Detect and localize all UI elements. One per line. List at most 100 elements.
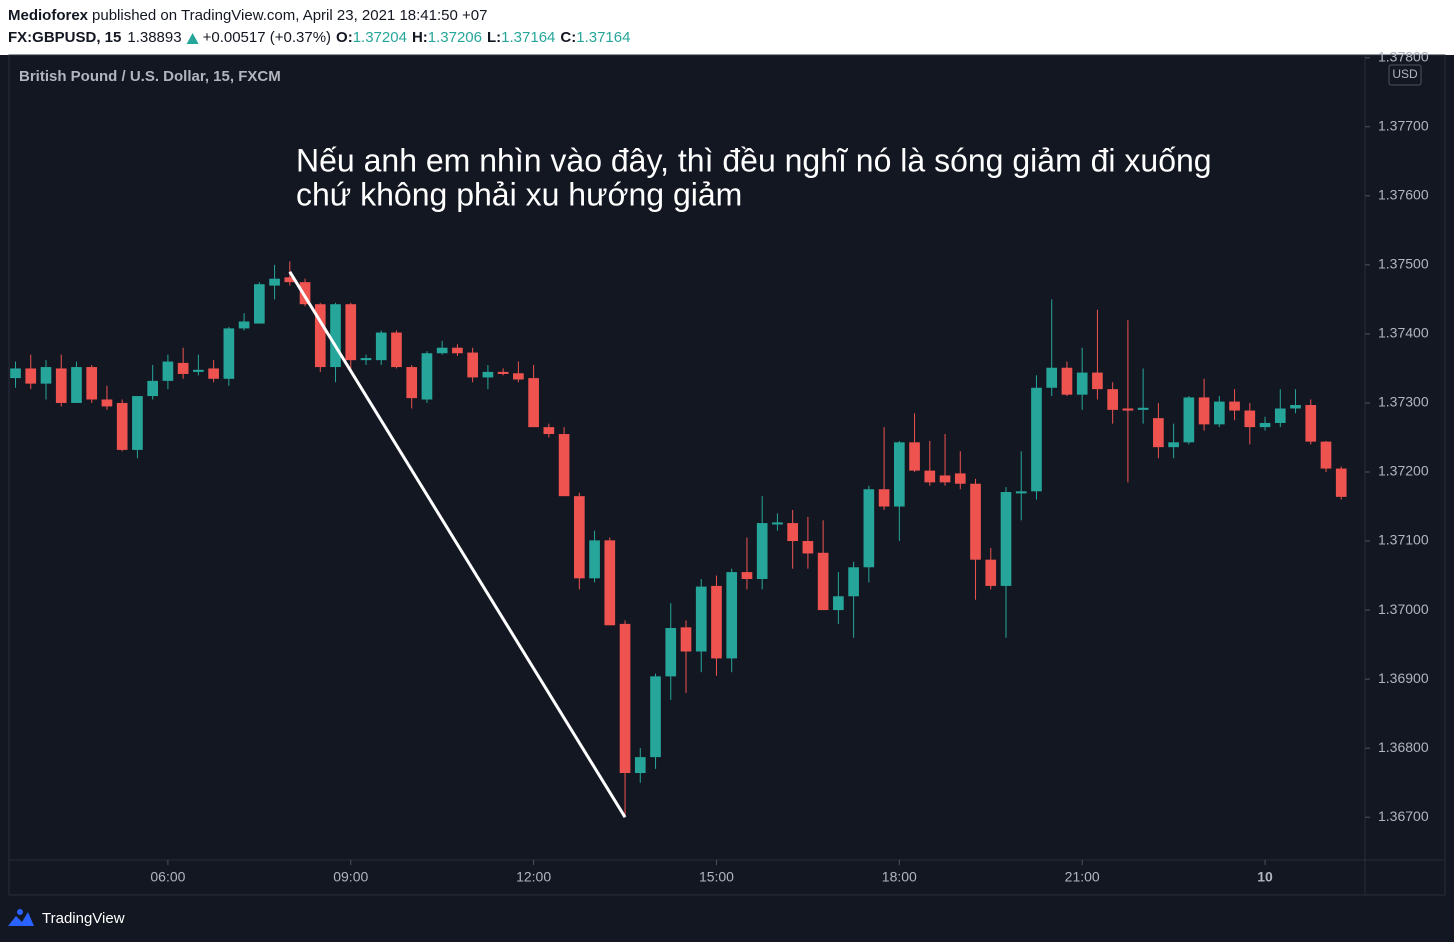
candle: [360, 354, 372, 365]
candle: [375, 330, 387, 365]
x-tick-label: 18:00: [882, 869, 917, 885]
candle-body: [954, 473, 966, 484]
candle-body: [985, 559, 997, 586]
brand: TradingView: [42, 910, 125, 927]
ohlc-value: 1.37164: [576, 29, 630, 46]
candle: [970, 478, 981, 600]
candle: [497, 368, 509, 376]
candle: [71, 361, 82, 403]
candle-body: [787, 523, 798, 542]
candle: [756, 496, 768, 590]
y-tick-label: 1.37300: [1378, 394, 1429, 410]
ohlc-label: C:: [560, 29, 576, 46]
y-tick-label: 1.36700: [1378, 808, 1429, 824]
logo-dot: [17, 909, 23, 915]
candle-body: [330, 304, 341, 368]
candle: [1213, 396, 1225, 428]
candle-body: [132, 396, 143, 450]
candle-body: [1305, 405, 1317, 442]
candle-body: [208, 368, 219, 379]
candle-body: [619, 623, 631, 774]
candle-body: [284, 277, 296, 283]
candle-body: [314, 304, 326, 368]
candle-body: [116, 402, 128, 450]
candle: [345, 302, 357, 372]
published: published on TradingView.com, April 23, …: [92, 7, 487, 24]
candle-body: [1137, 407, 1149, 410]
candle-body: [528, 378, 539, 428]
candle: [909, 413, 920, 472]
candle: [132, 396, 143, 459]
candle-body: [299, 282, 311, 305]
candle: [619, 620, 631, 818]
candle: [299, 278, 311, 307]
candle-body: [1259, 422, 1271, 428]
legend-title: British Pound / U.S. Dollar, 15, FXCM: [19, 68, 281, 85]
candle: [1335, 466, 1347, 500]
candle: [893, 440, 905, 542]
candle-body: [1168, 442, 1179, 448]
candle: [25, 354, 37, 390]
y-tick-label: 1.36900: [1378, 670, 1429, 686]
candle-body: [741, 572, 753, 580]
candle: [634, 748, 646, 783]
candle: [878, 427, 890, 510]
y-tick-label: 1.37800: [1378, 48, 1429, 64]
candle-body: [1274, 408, 1286, 423]
candle-body: [147, 380, 158, 397]
candle: [406, 364, 418, 409]
candle-body: [238, 321, 250, 329]
change-arrow: [186, 33, 199, 44]
candle: [116, 399, 128, 452]
x-tick-label: 21:00: [1065, 869, 1100, 885]
ohlc-label: L:: [487, 29, 501, 46]
y-tick-label: 1.37400: [1378, 325, 1429, 341]
candle: [863, 485, 875, 583]
symbol: FX:GBPUSD, 15: [8, 29, 121, 46]
candle-body: [360, 358, 372, 361]
candle-body: [863, 489, 875, 568]
candle-body: [1213, 401, 1225, 425]
candle: [391, 330, 402, 369]
candle: [1244, 402, 1256, 445]
candle-body: [1244, 410, 1256, 428]
candle-body: [924, 470, 936, 483]
ohlc-label: H:: [412, 29, 428, 46]
chart-bg: [0, 55, 1454, 942]
candle-body: [1153, 418, 1164, 448]
y-tick-label: 1.37000: [1378, 601, 1429, 617]
candle: [482, 364, 494, 390]
candle-body: [1183, 397, 1195, 443]
candle: [253, 282, 265, 324]
candle-body: [1046, 367, 1058, 388]
candle-body: [589, 540, 600, 579]
candle: [513, 361, 524, 383]
candle-body: [1335, 468, 1347, 497]
x-tick-label: 10: [1257, 869, 1273, 885]
candle-body: [162, 361, 174, 381]
candle-body: [223, 328, 235, 379]
candle-body: [436, 347, 448, 354]
candle-body: [269, 278, 280, 286]
x-tick-label: 15:00: [699, 869, 734, 885]
candle: [1031, 375, 1042, 500]
candle: [1153, 402, 1164, 459]
candle-body: [573, 496, 585, 579]
candle: [177, 347, 189, 379]
candle-body: [726, 572, 738, 659]
candle-body: [802, 541, 814, 554]
candle-body: [817, 552, 829, 611]
candle-body: [833, 596, 844, 611]
header-bg: [0, 0, 1454, 55]
candle: [558, 427, 570, 497]
candle: [680, 620, 692, 693]
candle: [1274, 389, 1286, 428]
candle: [848, 561, 859, 638]
candle: [1076, 347, 1088, 410]
candle: [695, 579, 707, 673]
candle: [1015, 451, 1027, 521]
candle-body: [1198, 397, 1210, 425]
candle: [924, 440, 936, 486]
y-tick-label: 1.37600: [1378, 187, 1429, 203]
